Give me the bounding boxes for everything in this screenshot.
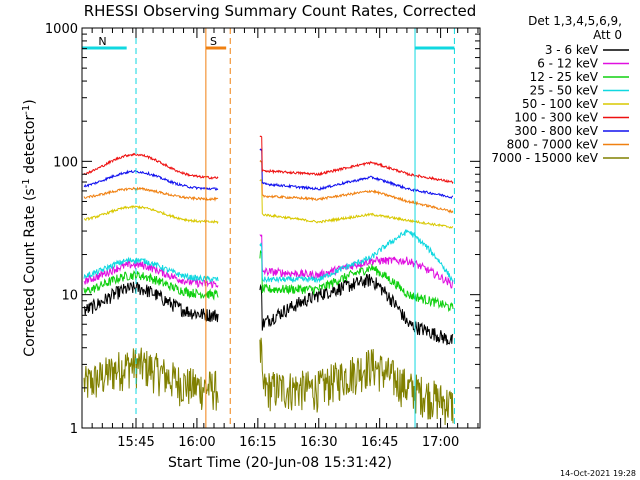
legend-item-label: 25 - 50 keV (530, 84, 599, 98)
x-tick-label: 16:30 (300, 435, 337, 450)
legend-header-line2: Att 0 (593, 28, 622, 42)
series-300to800keV (83, 147, 454, 200)
y-axis-label-part: -1 (21, 105, 32, 115)
footer-date: 14-Oct-2021 19:28 (560, 469, 636, 478)
y-tick-label: 1 (70, 422, 78, 437)
y-tick-label: 100 (53, 155, 78, 170)
series-segment-post (259, 229, 454, 284)
x-tick-label: 16:00 (178, 435, 215, 450)
legend-item-label: 3 - 6 keV (545, 43, 599, 57)
legend-item-label: 800 - 7000 keV (507, 138, 599, 152)
series-segment-pre (83, 270, 219, 301)
series-segment-pre (83, 186, 219, 202)
series-segment-pre (83, 169, 219, 191)
series-segment-post (259, 337, 454, 426)
series-12to25keV (83, 249, 454, 313)
series-segment-post (259, 147, 454, 200)
series-segment-pre (83, 256, 219, 283)
series-25to50keV (83, 229, 454, 284)
legend-header-line1: Det 1,3,4,5,6,9, (528, 14, 622, 28)
series-segment-post (259, 179, 454, 229)
series-segment-pre (83, 347, 219, 411)
legend-item-label: 12 - 25 keV (530, 70, 599, 84)
series-100to300keV (83, 135, 454, 185)
y-axis-label-part: detector (22, 115, 38, 179)
y-axis-label-part: -1 (21, 178, 32, 188)
plot-frame (81, 27, 481, 429)
marker-S: S (205, 28, 231, 428)
y-axis-label-part: ) (22, 99, 38, 104)
series-segment-post (259, 159, 454, 214)
series-segment-post (259, 249, 454, 313)
x-tick-label: 17:00 (422, 435, 459, 450)
series-7000to15000keV (83, 337, 454, 426)
marker-label: N (98, 35, 106, 48)
y-tick-label: 10 (61, 289, 78, 304)
series-50to100keV (83, 179, 454, 229)
marker-band (414, 28, 455, 428)
y-axis-label: Corrected Count Rate (s-1 detector-1) (21, 99, 39, 356)
x-tick-label: 16:45 (361, 435, 398, 450)
series-segment-post (259, 234, 454, 289)
series-segment-pre (83, 152, 219, 180)
legend-item-label: 100 - 300 keV (514, 111, 598, 125)
y-axis-label-part: Corrected Count Rate (s (22, 188, 38, 356)
x-axis-label: Start Time (20-Jun-08 15:31:42) (168, 455, 392, 471)
series-800to7000keV (83, 159, 454, 214)
series-3to6keV (83, 274, 454, 346)
legend-item-label: 300 - 800 keV (514, 124, 598, 138)
y-tick-label: 1000 (45, 22, 78, 37)
series-segment-pre (83, 205, 219, 225)
chart-title: RHESSI Observing Summary Count Rates, Co… (84, 2, 477, 20)
marker-label: S (210, 35, 217, 48)
x-tick-label: 16:15 (239, 435, 276, 450)
legend-item-label: 50 - 100 keV (522, 97, 599, 111)
legend-item-label: 6 - 12 keV (537, 57, 599, 71)
series-segment-pre (83, 281, 219, 323)
series-segment-post (259, 274, 454, 346)
x-tick-label: 15:45 (117, 435, 154, 450)
series-segment-post (259, 135, 454, 185)
legend-item-label: 7000 - 15000 keV (491, 151, 598, 165)
